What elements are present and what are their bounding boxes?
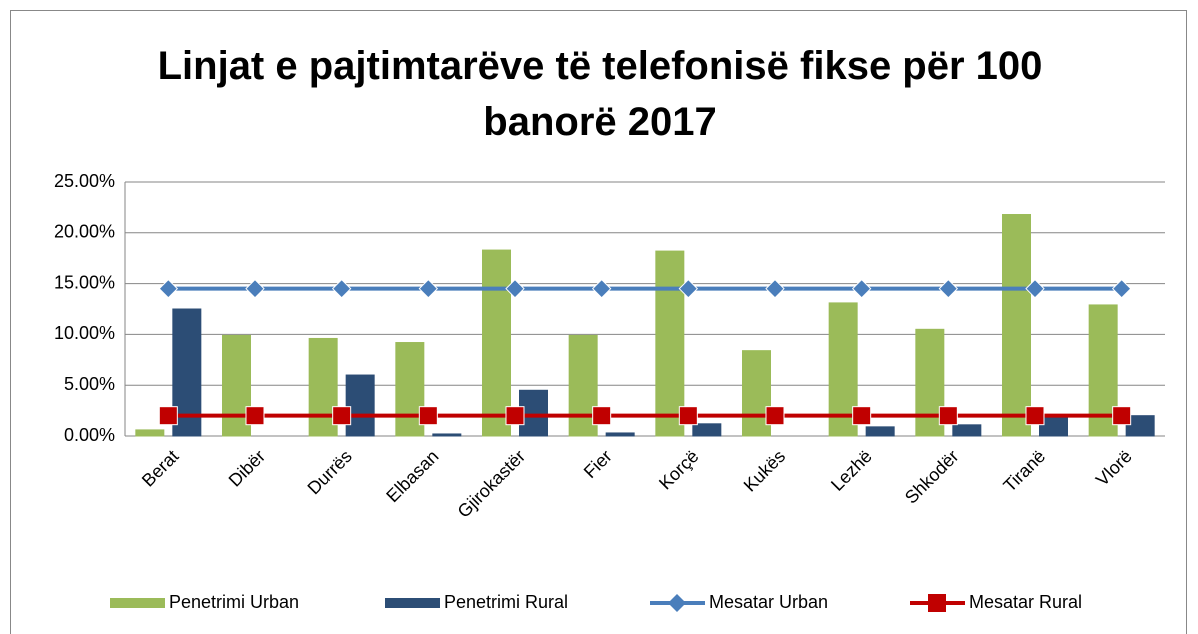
bar (952, 424, 982, 437)
marker (851, 278, 872, 299)
marker (332, 406, 352, 426)
bar (655, 250, 685, 437)
marker (678, 278, 699, 299)
legend-label: Mesatar Urban (709, 592, 828, 612)
marker (158, 406, 178, 426)
marker (852, 406, 872, 426)
marker (1111, 278, 1132, 299)
bar (1002, 214, 1031, 437)
bar (1039, 417, 1068, 437)
marker (418, 406, 438, 426)
y-tick-label: 10.00% (54, 323, 115, 343)
bar (605, 432, 635, 437)
chart-border (10, 10, 1187, 634)
marker (245, 406, 265, 426)
bar (692, 423, 722, 437)
bar (482, 249, 511, 437)
y-tick-label: 0.00% (64, 425, 115, 445)
bar (432, 433, 462, 437)
bar (1125, 415, 1155, 437)
marker (158, 278, 179, 299)
chart-title: Linjat e pajtimtarëve të telefonisë fiks… (157, 44, 1043, 144)
legend-marker (668, 594, 686, 612)
marker (505, 278, 525, 299)
y-tick-label: 20.00% (54, 222, 115, 242)
marker (1025, 406, 1045, 426)
marker (938, 406, 958, 426)
y-tick-label: 15.00% (54, 272, 115, 292)
marker (245, 278, 265, 299)
legend-label: Mesatar Rural (969, 592, 1082, 612)
legend-swatch (385, 598, 440, 608)
marker (418, 278, 439, 299)
marker (678, 406, 698, 426)
marker (1112, 406, 1132, 426)
legend-label: Penetrimi Urban (169, 592, 299, 612)
marker (765, 406, 785, 426)
marker (1025, 278, 1045, 299)
marker (591, 278, 612, 299)
marker (938, 278, 959, 299)
bar (135, 429, 165, 437)
marker (331, 278, 352, 299)
y-tick-label: 25.00% (54, 171, 115, 191)
marker (592, 406, 612, 426)
marker (505, 406, 525, 426)
bar (345, 374, 375, 437)
bar (865, 426, 895, 437)
y-tick-label: 5.00% (64, 374, 115, 394)
legend-marker (928, 594, 946, 612)
legend-swatch (110, 598, 165, 608)
marker (765, 278, 785, 299)
legend-label: Penetrimi Rural (444, 592, 568, 612)
